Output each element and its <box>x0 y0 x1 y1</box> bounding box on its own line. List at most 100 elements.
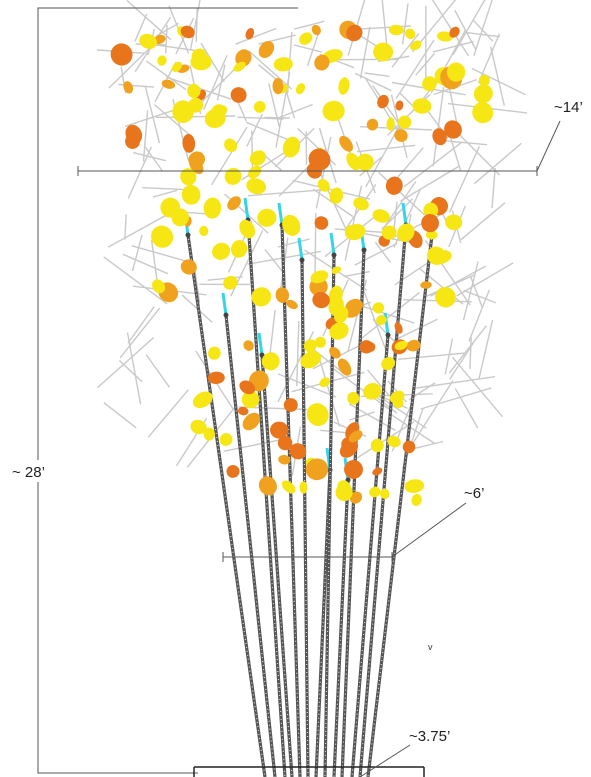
leaf-disc <box>306 403 329 427</box>
twig <box>460 202 506 241</box>
twig <box>264 249 283 272</box>
twig <box>431 0 470 57</box>
twig <box>258 64 279 82</box>
twig <box>127 146 153 199</box>
twig <box>211 126 248 186</box>
leaf-disc <box>389 390 405 404</box>
leaf-disc <box>226 464 240 478</box>
leaf-disc <box>187 83 201 99</box>
twig <box>490 46 505 106</box>
leaf-disc <box>258 476 277 496</box>
leaf-disc <box>199 225 209 237</box>
twig <box>411 380 454 445</box>
leaf-disc <box>305 458 329 481</box>
leaf-disc <box>329 322 349 340</box>
leaf-disc <box>253 100 266 113</box>
leaf-disc <box>192 391 213 409</box>
leaf-disc <box>207 371 225 385</box>
leaf-disc <box>180 168 197 186</box>
leaf-disc <box>282 136 301 158</box>
leaf-disc <box>190 419 207 435</box>
twig <box>441 139 488 146</box>
canopy-width-label: ~14’ <box>554 99 583 116</box>
twig <box>195 8 198 42</box>
leaf-disc <box>436 31 453 42</box>
leaf-disc <box>473 84 493 104</box>
leaf-disc <box>421 214 440 233</box>
leaf-disc <box>241 390 260 409</box>
leaf-disc <box>110 43 133 66</box>
leaf-disc <box>227 196 241 211</box>
twig <box>344 185 363 261</box>
leaf-disc <box>249 150 267 166</box>
twig <box>107 213 169 248</box>
leaf-disc <box>310 270 329 284</box>
leaf-disc <box>230 87 247 103</box>
twig <box>237 116 284 120</box>
leaf-disc <box>372 302 385 314</box>
leaf-disc <box>157 55 167 66</box>
leaf-disc <box>423 202 439 218</box>
leaf-disc <box>359 340 373 354</box>
leaf-disc <box>281 480 296 494</box>
twig <box>127 306 155 344</box>
leaf-disc <box>432 128 447 146</box>
leaf-disc <box>319 377 331 388</box>
leaf-disc <box>349 491 363 504</box>
leaf-disc <box>233 61 246 72</box>
leaf-disc <box>445 214 463 231</box>
leaf-disc <box>377 94 389 109</box>
leaf-disc <box>171 61 183 72</box>
twig <box>142 110 149 162</box>
leaf-disc <box>430 250 452 265</box>
base-width-dimension: ~3.75’ <box>193 728 450 777</box>
leaf-disc <box>188 151 206 168</box>
leaf-disc <box>406 339 421 352</box>
leaf-disc <box>283 398 298 412</box>
twig <box>207 276 243 281</box>
leaf-disc <box>346 152 361 171</box>
leaf-disc <box>363 382 382 400</box>
twig <box>118 359 143 383</box>
leaf-disc <box>373 42 394 62</box>
leaf-disc <box>123 81 134 94</box>
twig <box>119 307 161 359</box>
stalk-segments <box>367 234 433 777</box>
leaf-disc <box>345 298 363 314</box>
twig <box>395 39 435 99</box>
stalk-tip <box>221 292 228 316</box>
stalk-segments <box>315 469 331 777</box>
leaf-disc <box>314 54 330 71</box>
leaf-disc <box>219 433 233 446</box>
leaf-disc <box>376 315 387 325</box>
twig <box>150 239 159 287</box>
twig <box>293 44 322 53</box>
twig <box>306 31 320 67</box>
leaf-disc <box>348 430 363 443</box>
twig <box>468 289 490 342</box>
leaf-disc <box>314 336 326 348</box>
leaf-disc <box>208 346 221 360</box>
small-marker-label: v <box>428 642 433 652</box>
leaf-disc <box>370 438 384 453</box>
leaf-disc <box>397 223 415 242</box>
leaf-disc <box>353 197 369 211</box>
leaf-disc <box>338 77 350 95</box>
twig <box>133 151 166 162</box>
leaf-disc <box>425 230 438 240</box>
twig <box>448 146 481 213</box>
twig <box>451 356 504 418</box>
leaf-disc <box>337 358 352 376</box>
leaf-disc <box>245 27 255 40</box>
twig <box>463 289 497 304</box>
twig <box>454 9 477 51</box>
twig <box>472 19 494 42</box>
leaf-disc <box>270 421 289 439</box>
twig <box>246 121 290 141</box>
leaf-disc <box>180 259 197 275</box>
twig <box>359 26 371 79</box>
leaf-disc <box>334 306 349 324</box>
twig <box>356 144 416 153</box>
leaf-disc <box>314 216 329 230</box>
twig <box>134 13 148 42</box>
